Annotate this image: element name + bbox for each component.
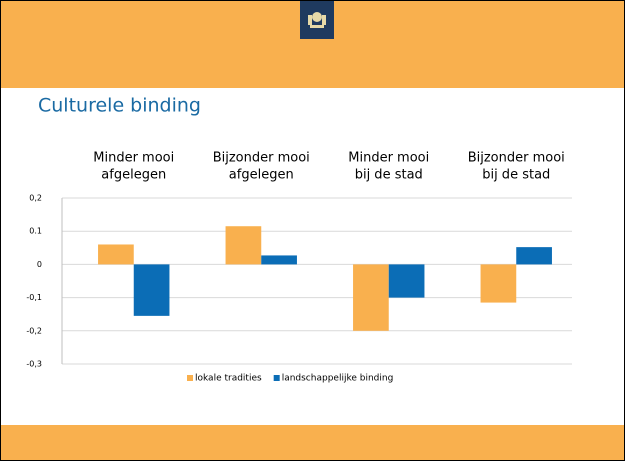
bar xyxy=(388,264,425,298)
y-tick-label: 0 xyxy=(37,260,42,269)
legend-marker xyxy=(273,375,280,381)
category-label: afgelegen xyxy=(101,168,166,183)
bar xyxy=(480,264,517,303)
category-label: bij de stad xyxy=(482,168,550,183)
y-tick-label: 0.1 xyxy=(29,227,42,236)
category-label: Bijzonder mooi xyxy=(468,151,565,166)
y-tick-label: -0,3 xyxy=(26,360,42,369)
emblem xyxy=(308,12,326,28)
bar xyxy=(133,264,170,316)
bar xyxy=(353,264,389,331)
category-label: Minder mooi xyxy=(348,151,429,166)
legend-label: landschappelijke binding xyxy=(282,374,394,384)
legend-label: lokale tradities xyxy=(195,374,262,384)
bar xyxy=(516,247,552,265)
legend-marker xyxy=(187,375,193,381)
footer-band xyxy=(1,425,624,460)
y-tick-label: -0,1 xyxy=(26,293,42,302)
bar xyxy=(98,244,134,265)
bar xyxy=(261,255,297,265)
slide-title: Culturele binding xyxy=(38,95,201,117)
bar xyxy=(225,226,262,265)
category-label: Minder mooi xyxy=(93,151,174,166)
category-label: bij de stad xyxy=(355,168,423,183)
y-tick-label: 0,2 xyxy=(29,194,42,203)
y-tick-label: -0,2 xyxy=(26,326,42,335)
category-label: Bijzonder mooi xyxy=(213,151,310,166)
category-label: afgelegen xyxy=(229,168,294,183)
